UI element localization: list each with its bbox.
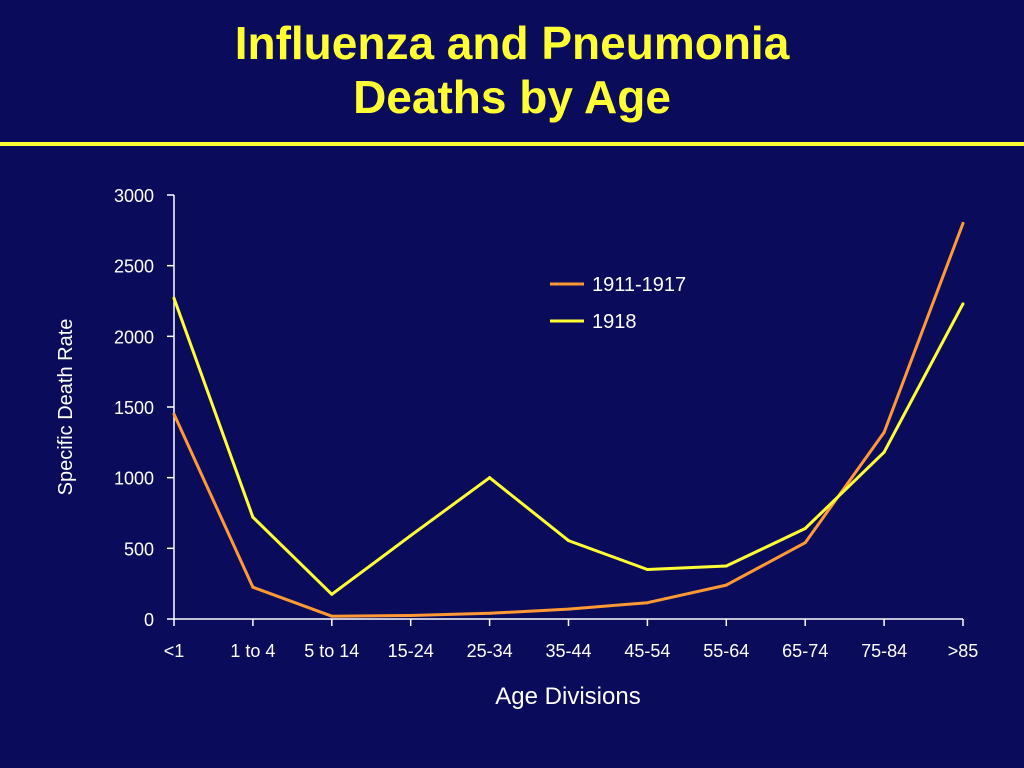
y-tick-label: 1000 bbox=[114, 469, 154, 489]
data-point bbox=[330, 592, 334, 596]
data-point bbox=[567, 539, 570, 543]
x-tick-label: 1 to 4 bbox=[230, 641, 275, 661]
data-point bbox=[724, 564, 728, 568]
title-line-1: Influenza and Pneumonia bbox=[234, 17, 790, 69]
data-point bbox=[330, 614, 334, 618]
x-tick-label: <1 bbox=[164, 641, 185, 661]
x-tick-label: 65-74 bbox=[782, 641, 828, 661]
data-point bbox=[961, 221, 965, 225]
y-axis-title: Specific Death Rate bbox=[55, 319, 77, 496]
y-tick-label: 2000 bbox=[114, 327, 154, 347]
data-point bbox=[251, 515, 255, 519]
y-tick-label: 2500 bbox=[114, 257, 154, 277]
data-point bbox=[172, 296, 176, 300]
x-tick-label: 55-64 bbox=[703, 641, 749, 661]
slide-title: Influenza and Pneumonia Deaths by Age bbox=[0, 16, 1024, 124]
x-tick-label: >85 bbox=[948, 641, 979, 661]
series-line-2 bbox=[172, 297, 965, 596]
data-point bbox=[567, 607, 570, 611]
data-point bbox=[724, 583, 728, 587]
data-point bbox=[645, 568, 649, 572]
legend-label: 1918 bbox=[592, 311, 637, 333]
data-point bbox=[645, 601, 649, 605]
data-point bbox=[961, 302, 965, 306]
chart-axes: 0 500 1000 1500 2000 2500 3000 <1 1 to 4 5 to 14 1… bbox=[114, 186, 978, 661]
data-point bbox=[882, 430, 886, 434]
y-tick-label: 500 bbox=[124, 539, 154, 559]
data-point bbox=[803, 541, 807, 545]
x-axis-title: Age Divisions bbox=[495, 683, 640, 710]
data-point bbox=[409, 534, 413, 538]
data-point bbox=[488, 476, 492, 480]
data-point bbox=[172, 412, 176, 416]
x-tick-label: 5 to 14 bbox=[304, 641, 359, 661]
x-tick-label: 75-84 bbox=[861, 641, 907, 661]
x-tick-label: 45-54 bbox=[624, 641, 670, 661]
y-tick-label: 1500 bbox=[114, 398, 154, 418]
data-point bbox=[409, 613, 413, 617]
x-tick-label: 25-34 bbox=[467, 641, 513, 661]
chart-legend: 1911-1917 1918 bbox=[550, 274, 686, 333]
title-line-2: Deaths by Age bbox=[353, 71, 671, 123]
x-tick-label: 15-24 bbox=[388, 641, 434, 661]
x-tick-label: 35-44 bbox=[545, 641, 591, 661]
data-point bbox=[803, 527, 807, 531]
title-divider bbox=[0, 142, 1024, 146]
data-point bbox=[488, 611, 492, 615]
data-point bbox=[882, 450, 886, 454]
chart-series bbox=[172, 221, 965, 618]
legend-label: 1911-1917 bbox=[592, 274, 686, 296]
y-tick-label: 0 bbox=[144, 610, 154, 630]
data-point bbox=[251, 585, 255, 589]
y-tick-label: 3000 bbox=[114, 186, 154, 206]
